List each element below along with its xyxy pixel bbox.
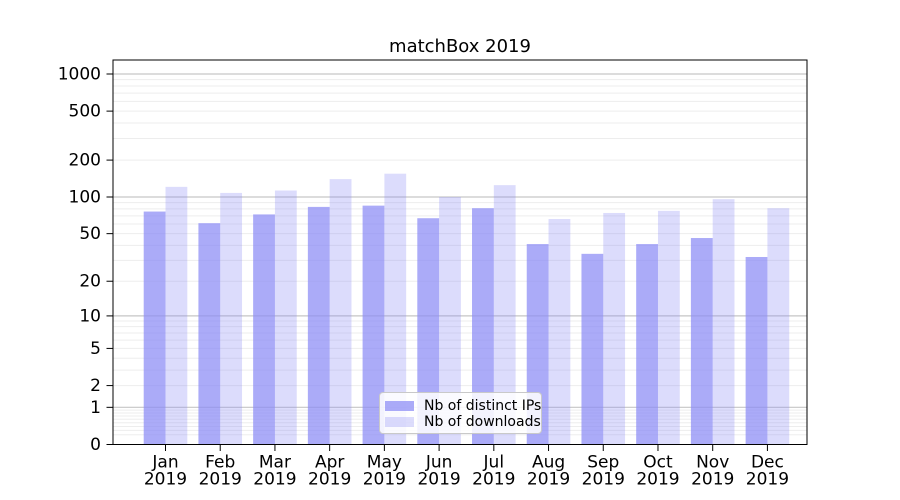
bar-ips-jul <box>472 208 494 445</box>
bar-downloads-feb <box>220 192 243 445</box>
y-tick-label: 10 <box>79 306 101 326</box>
x-tick-label-year: 2019 <box>253 470 296 490</box>
bar-ips-jan <box>143 211 166 445</box>
bar-ips-nov <box>690 238 713 445</box>
chart-title: matchBox 2019 <box>389 36 531 57</box>
bar-ips-sep <box>581 253 604 445</box>
x-tick-label-year: 2019 <box>746 470 789 490</box>
y-tick-label: 200 <box>69 151 101 171</box>
bar-downloads-sep <box>603 212 626 445</box>
y-axis: 0 12 5 10 20 50 100 200 500 1000 <box>58 65 113 455</box>
x-tick-label-month: Feb <box>205 453 235 473</box>
y-tick-label: 20 <box>79 272 101 292</box>
plot-frame <box>112 59 808 445</box>
y-tick-label: 100 <box>69 188 101 208</box>
x-tick-label-year: 2019 <box>363 470 406 490</box>
y-tick-label: 1 <box>90 398 101 418</box>
x-tick-label-year: 2019 <box>417 470 460 490</box>
x-tick-label-month: Jun <box>425 453 453 473</box>
bar-downloads-jun <box>439 197 461 445</box>
x-tick-label-year: 2019 <box>636 470 679 490</box>
bar-ips-feb <box>198 223 221 445</box>
x-tick-label-month: Jul <box>483 453 505 473</box>
legend-label-downloads: Nb of downloads <box>424 413 541 430</box>
x-tick-label-year: 2019 <box>527 470 570 490</box>
x-tick-label-month: Jan <box>151 453 178 473</box>
bar-ips-mar <box>253 214 275 445</box>
legend-swatch-distinct-ips <box>385 400 414 411</box>
bar-ips-dec <box>745 256 768 445</box>
bar-downloads-aug <box>548 219 571 445</box>
bar-downloads-nov <box>712 199 735 445</box>
x-tick-label-year: 2019 <box>308 470 351 490</box>
bar-ips-may <box>362 205 385 445</box>
x-tick-label-month: Sep <box>587 453 619 473</box>
x-tick-label-year: 2019 <box>144 470 187 490</box>
legend: Nb of distinct IPs Nb of downloads <box>379 392 542 434</box>
bar-ips-apr <box>307 206 330 445</box>
x-tick-label-year: 2019 <box>472 470 515 490</box>
bar-ips-jun <box>417 218 440 445</box>
x-tick-label-month: Mar <box>259 453 291 473</box>
legend-swatch-downloads <box>385 416 414 427</box>
legend-label-distinct-ips: Nb of distinct IPs <box>424 397 542 414</box>
x-tick-label-month: Nov <box>696 453 729 473</box>
x-tick-label-year: 2019 <box>582 470 625 490</box>
x-tick-label-month: Apr <box>315 453 344 473</box>
legend-item-downloads: Nb of downloads <box>385 414 541 429</box>
x-tick-label-month: Dec <box>751 453 784 473</box>
bar-ips-oct <box>636 244 658 445</box>
x-tick-label-month: Aug <box>532 453 565 473</box>
y-tick-label: 2 <box>90 376 101 396</box>
bars <box>143 173 790 445</box>
x-tick-label-month: May <box>367 453 402 473</box>
bar-downloads-mar <box>274 190 297 445</box>
bar-downloads-oct <box>657 210 680 445</box>
x-axis: Jan2019Feb2019Mar2019Apr2019May2019Jun20… <box>144 444 789 490</box>
bar-downloads-may <box>384 173 407 445</box>
y-tick-label: 50 <box>79 224 101 244</box>
x-tick-label-year: 2019 <box>199 470 242 490</box>
y-tick-label: 1000 <box>58 65 101 85</box>
x-tick-label-month: Oct <box>643 453 673 473</box>
y-tick-label: 500 <box>69 102 101 122</box>
y-tick-label: 0 <box>90 435 101 455</box>
bar-downloads-jan <box>165 186 188 445</box>
bar-downloads-jul <box>493 185 516 445</box>
bar-downloads-apr <box>329 179 352 445</box>
bar-downloads-dec <box>767 208 790 445</box>
x-tick-label-year: 2019 <box>691 470 734 490</box>
y-tick-label: 5 <box>90 339 101 359</box>
legend-item-distinct-ips: Nb of distinct IPs <box>385 398 541 413</box>
